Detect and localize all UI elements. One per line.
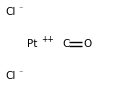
Text: ⁻: ⁻: [18, 69, 22, 78]
Text: C: C: [61, 39, 69, 49]
Text: ⁻: ⁻: [18, 5, 22, 14]
Text: Pt: Pt: [27, 39, 37, 49]
Text: Cl: Cl: [5, 7, 15, 17]
Text: ++: ++: [41, 36, 53, 44]
Text: O: O: [82, 39, 91, 49]
Text: Cl: Cl: [5, 71, 15, 81]
